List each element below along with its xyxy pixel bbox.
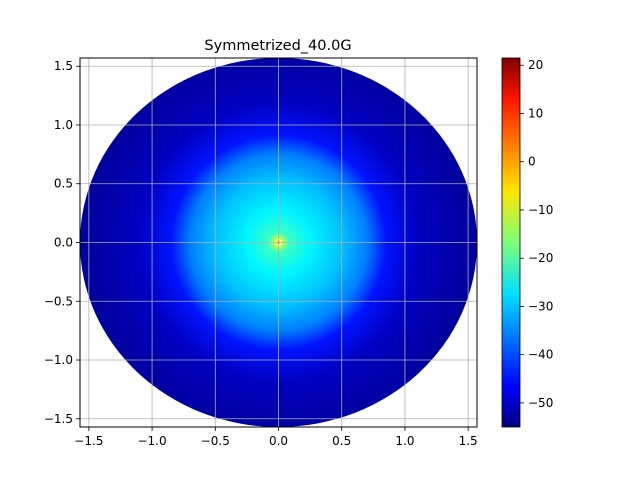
- colorbar-tick-label-4: −10: [528, 203, 553, 217]
- x-tick-label-1: −1.0: [137, 434, 166, 448]
- x-tick-label-5: 1.0: [395, 434, 414, 448]
- colorbar: −50 −40 −30 −20 −10 0 10 20: [501, 57, 553, 428]
- colorbar-tick-label-7: 20: [528, 58, 543, 72]
- y-axis: −1.5 −1.0 −0.5 0.0 0.5 1.0 1.5: [44, 59, 80, 426]
- y-tick-label-6: 1.5: [54, 59, 73, 73]
- x-tick-label-0: −1.5: [74, 434, 103, 448]
- y-tick-label-0: −1.5: [44, 412, 73, 426]
- colorbar-tick-label-3: −20: [528, 251, 553, 265]
- y-tick-label-1: −1.0: [44, 353, 73, 367]
- colorbar-tick-label-5: 0: [528, 155, 536, 169]
- x-tick-label-4: 0.5: [332, 434, 351, 448]
- x-tick-label-6: 1.5: [459, 434, 478, 448]
- y-tick-label-2: −0.5: [44, 294, 73, 308]
- y-tick-label-4: 0.5: [54, 177, 73, 191]
- grid: [80, 58, 477, 427]
- plot-area: −1.5 −1.0 −0.5 0.0 0.5 1.0 1.5 −1.5 −1.0 −0.5 0.0…: [44, 57, 478, 448]
- colorbar-tick-label-1: −40: [528, 348, 553, 362]
- x-tick-label-2: −0.5: [201, 434, 230, 448]
- colorbar-gradient: [501, 57, 521, 428]
- y-tick-label-3: 0.0: [54, 236, 73, 250]
- colorbar-ticks: −50 −40 −30 −20 −10 0 10 20: [520, 58, 553, 410]
- colorbar-tick-label-0: −50: [528, 396, 553, 410]
- colorbar-tick-label-6: 10: [528, 106, 543, 120]
- x-tick-label-3: 0.0: [269, 434, 288, 448]
- chart-title: Symmetrized_40.0G: [204, 38, 351, 54]
- x-axis: −1.5 −1.0 −0.5 0.0 0.5 1.0 1.5: [74, 427, 478, 448]
- y-tick-label-5: 1.0: [54, 118, 73, 132]
- colorbar-tick-label-2: −30: [528, 299, 553, 313]
